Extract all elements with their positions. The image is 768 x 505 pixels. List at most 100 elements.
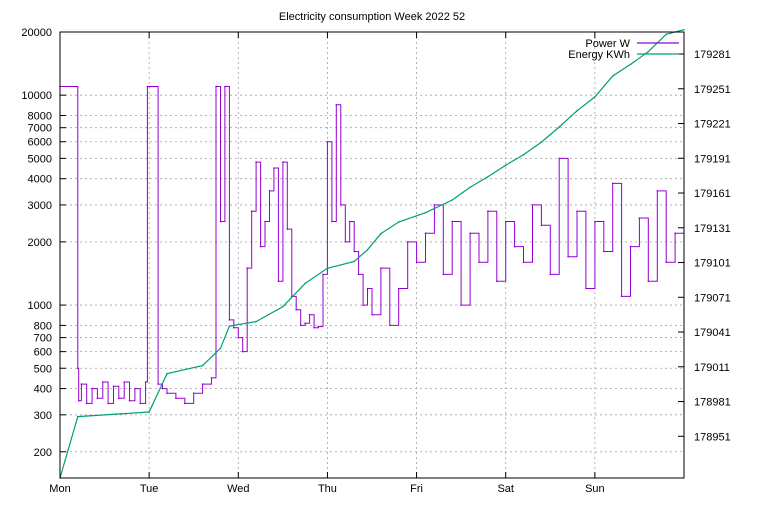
y-left-tick-label: 10000: [21, 90, 52, 102]
energy-point: [504, 164, 507, 166]
power-point: [80, 383, 83, 385]
power-point: [146, 85, 149, 88]
power-point: [228, 319, 231, 321]
y-right-tick-label: 179041: [694, 327, 731, 339]
power-point: [674, 232, 676, 234]
y-left-tick-label: 200: [34, 447, 52, 459]
y-right-tick-label: 179131: [694, 223, 731, 235]
y-left-tick-label: 800: [34, 320, 52, 332]
power-point: [540, 224, 543, 227]
energy-point: [228, 325, 231, 328]
power-point: [299, 324, 302, 327]
power-point: [250, 210, 253, 212]
legend-label-energy-kwh: Energy KWh: [568, 49, 630, 61]
power-point: [442, 273, 445, 276]
power-point: [585, 287, 587, 290]
power-point: [157, 383, 159, 385]
power-point: [273, 167, 275, 169]
power-point: [91, 387, 93, 390]
energy-point: [255, 320, 257, 323]
y-right-tick-label: 179191: [694, 153, 731, 165]
power-point: [371, 313, 373, 316]
power-point: [326, 140, 329, 143]
x-tick-label: Thu: [318, 483, 337, 495]
series-energy-kwh: [59, 28, 685, 479]
power-point: [166, 392, 168, 395]
energy-point: [366, 249, 369, 251]
energy-point: [282, 305, 284, 308]
energy-point: [380, 232, 382, 235]
power-point: [192, 392, 195, 395]
power-point: [233, 326, 235, 329]
y-right-tick-label: 179101: [694, 258, 731, 270]
power-point: [558, 157, 560, 160]
energy-point: [219, 347, 222, 350]
y-right-tick-label: 178951: [694, 431, 731, 443]
power-point: [322, 273, 324, 276]
power-point: [317, 325, 320, 328]
power-point: [134, 387, 136, 390]
y-left-tick-label: 400: [34, 384, 52, 396]
y-left-tick-label: 20000: [21, 27, 52, 39]
power-point: [335, 104, 338, 106]
energy-point: [397, 221, 400, 223]
power-point: [144, 381, 147, 383]
power-point: [665, 261, 667, 264]
energy-point: [469, 186, 471, 188]
energy-point: [487, 176, 489, 178]
plot-frame: [59, 31, 685, 479]
power-point: [531, 204, 534, 206]
energy-point: [647, 50, 650, 53]
power-point: [331, 220, 333, 223]
energy-line: [59, 29, 685, 479]
power-point: [344, 241, 347, 243]
power-point: [348, 220, 351, 223]
power-point: [148, 85, 150, 88]
power-point: [139, 402, 141, 405]
power-point: [286, 228, 289, 230]
y-left-tick-label: 300: [34, 410, 52, 422]
power-point: [353, 250, 356, 253]
power-point: [77, 400, 80, 402]
power-point: [549, 273, 552, 276]
power-point: [496, 280, 498, 283]
power-point: [85, 402, 88, 405]
power-point: [433, 204, 436, 206]
power-point: [460, 304, 462, 306]
power-point: [567, 255, 569, 258]
energy-point: [576, 110, 578, 112]
power-point: [237, 336, 240, 339]
energy-point: [326, 267, 329, 270]
power-point: [362, 304, 364, 306]
energy-point: [77, 415, 79, 418]
x-tick-label: Fri: [410, 483, 423, 495]
power-point: [224, 85, 226, 88]
power-point: [175, 397, 177, 400]
power-point: [77, 367, 79, 370]
y-right-tick-label: 179071: [694, 292, 731, 304]
power-point: [594, 220, 596, 223]
y-left-tick-label: 700: [34, 333, 52, 345]
y-left-tick-label: 6000: [28, 137, 52, 149]
power-point: [219, 220, 222, 223]
power-point: [380, 267, 382, 269]
energy-point: [424, 211, 427, 214]
power-point: [76, 85, 78, 88]
power-point: [282, 161, 284, 163]
y-left-tick-label: 8000: [28, 111, 52, 123]
x-tick-label: Mon: [49, 483, 70, 495]
power-point: [576, 210, 578, 212]
energy-point: [353, 260, 356, 263]
power-point: [241, 350, 244, 353]
power-point: [128, 400, 131, 402]
y-left-tick-label: 2000: [28, 237, 52, 249]
power-point: [201, 383, 204, 385]
power-point: [277, 280, 280, 283]
power-point: [304, 322, 306, 325]
power-point: [397, 287, 400, 290]
power-point: [295, 308, 298, 311]
power-point: [96, 397, 99, 400]
power-point: [656, 190, 659, 192]
legend-label-power-w: Power W: [585, 38, 630, 50]
